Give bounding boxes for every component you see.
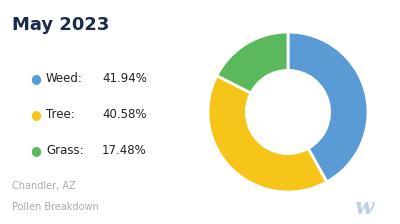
Text: Tree:: Tree: [46,108,75,121]
Text: ●: ● [30,144,42,157]
Text: Chandler, AZ: Chandler, AZ [12,181,76,192]
Text: 41.94%: 41.94% [102,72,147,85]
Text: 17.48%: 17.48% [102,144,147,157]
Wedge shape [217,32,288,93]
Text: Pollen Breakdown: Pollen Breakdown [12,202,99,212]
Text: May 2023: May 2023 [12,16,109,34]
Wedge shape [208,75,327,192]
Text: 40.58%: 40.58% [102,108,146,121]
Text: Weed:: Weed: [46,72,83,85]
Text: ●: ● [30,108,42,121]
Text: ●: ● [30,72,42,85]
Wedge shape [288,32,368,182]
Text: w: w [354,197,374,219]
Text: Grass:: Grass: [46,144,84,157]
